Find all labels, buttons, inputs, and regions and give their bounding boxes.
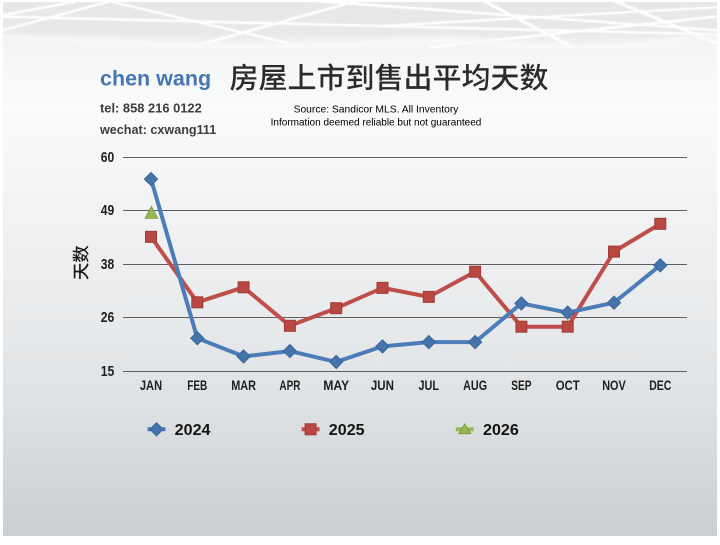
- svg-text:2025: 2025: [329, 422, 365, 439]
- svg-text:wechat: cxwang111: wechat: cxwang111: [99, 123, 216, 137]
- svg-text:FEB: FEB: [187, 378, 207, 393]
- svg-text:JUN: JUN: [371, 378, 394, 393]
- svg-text:2026: 2026: [483, 422, 519, 439]
- svg-text:26: 26: [101, 310, 115, 326]
- svg-text:OCT: OCT: [556, 378, 581, 393]
- svg-text:JAN: JAN: [140, 378, 162, 393]
- svg-text:15: 15: [101, 364, 115, 380]
- svg-text:tel: 858 216 0122: tel: 858 216 0122: [100, 101, 202, 116]
- svg-text:60: 60: [101, 150, 115, 166]
- svg-text:MAY: MAY: [323, 378, 349, 393]
- svg-text:NOV: NOV: [602, 378, 626, 393]
- svg-text:Information deemed reliable bu: Information deemed reliable but not guar…: [271, 117, 482, 128]
- svg-text:Source: Sandicor MLS. All Inve: Source: Sandicor MLS. All Inventory: [294, 105, 460, 116]
- svg-text:AUG: AUG: [463, 378, 487, 393]
- svg-text:SEP: SEP: [511, 378, 531, 393]
- svg-text:2024: 2024: [175, 422, 211, 439]
- svg-text:JUL: JUL: [419, 378, 440, 393]
- svg-text:DEC: DEC: [649, 378, 671, 393]
- svg-text:49: 49: [101, 203, 115, 219]
- svg-text:APR: APR: [279, 378, 300, 393]
- svg-text:MAR: MAR: [231, 378, 256, 393]
- svg-text:38: 38: [101, 257, 115, 273]
- svg-text:chen wang: chen wang: [100, 67, 211, 91]
